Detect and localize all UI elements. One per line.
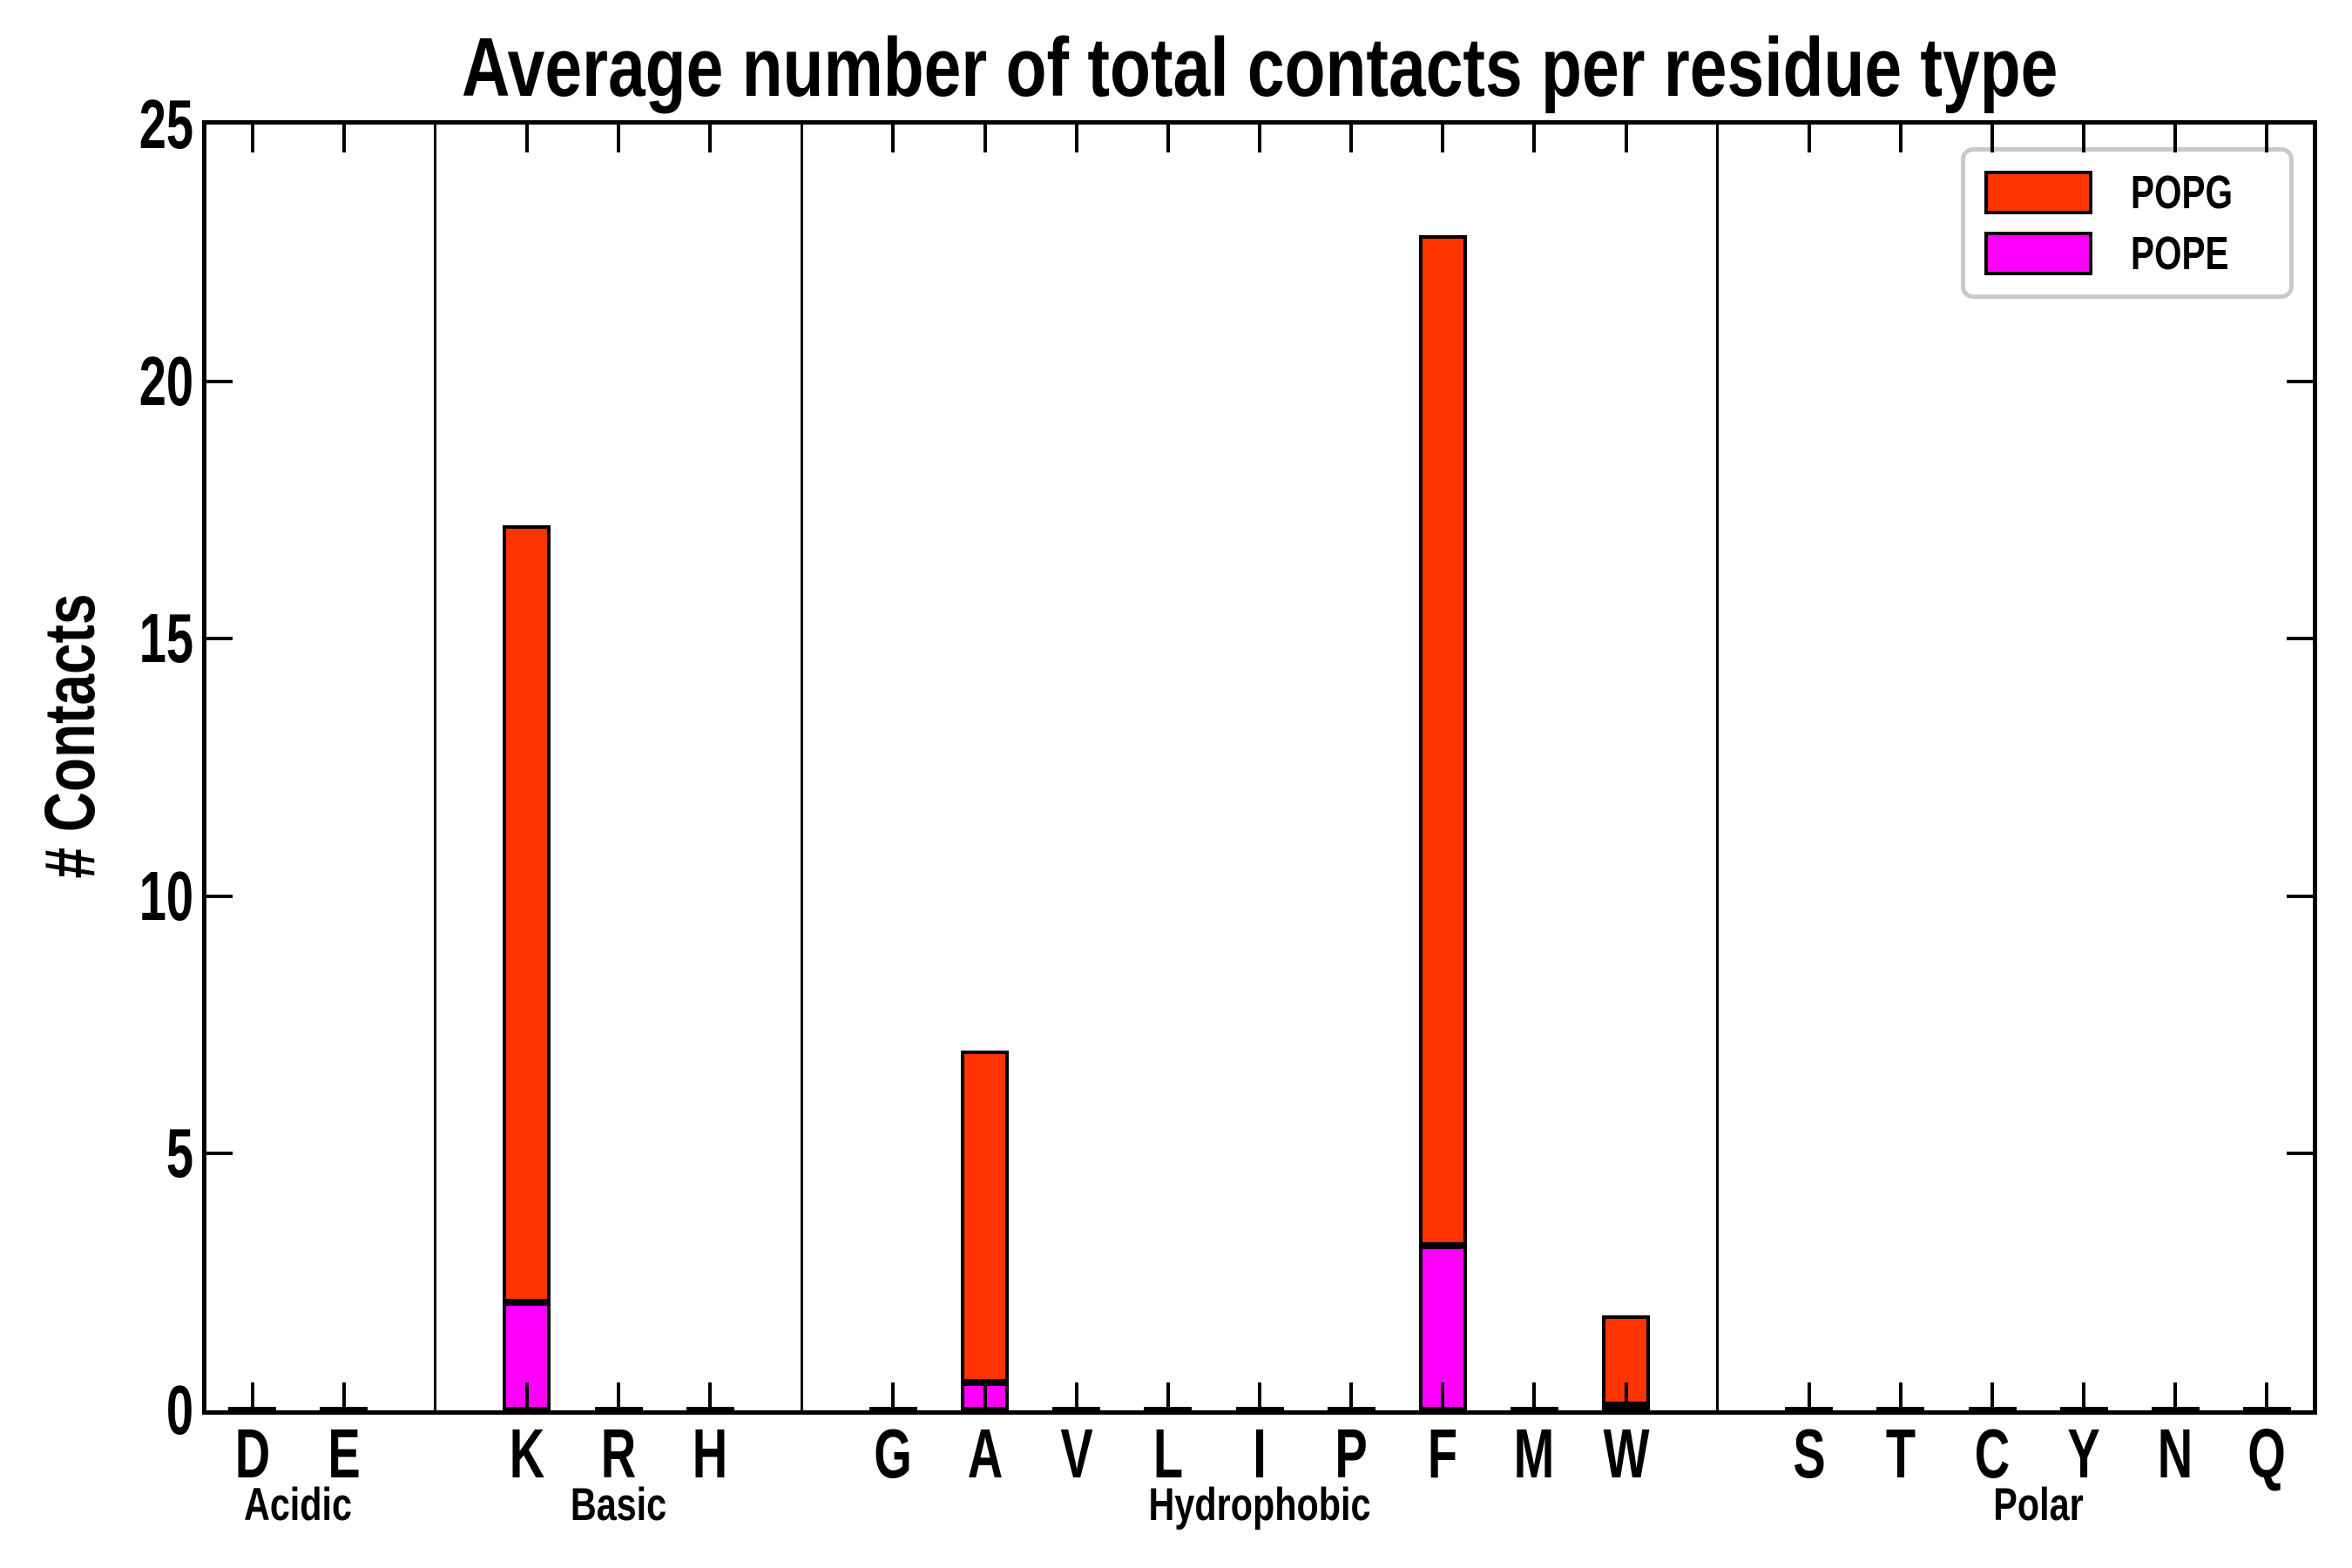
x-tick-bottom-S — [1807, 1382, 1811, 1410]
y-tick-left-10 — [206, 894, 233, 898]
y-tick-right-5 — [2287, 1151, 2313, 1155]
y-tick-right-20 — [2287, 380, 2313, 384]
legend-entry-popg: POPG — [1984, 169, 2267, 216]
x-category-label-C: C — [1974, 1415, 2011, 1492]
x-tick-bottom-E — [341, 1382, 346, 1410]
x-tick-bottom-L — [1166, 1382, 1170, 1410]
x-tick-top-Y — [2082, 125, 2086, 152]
x-tick-top-S — [1807, 125, 1811, 152]
bar-F-popg — [1418, 235, 1467, 1246]
x-tick-bottom-Q — [2265, 1382, 2269, 1410]
y-tick-label-0: 0 — [166, 1371, 193, 1449]
y-tick-label-20: 20 — [139, 342, 193, 421]
bar-K-popg — [503, 525, 551, 1302]
x-tick-top-W — [1624, 125, 1628, 152]
legend-swatch-pope — [1984, 232, 2092, 275]
x-tick-top-D — [250, 125, 254, 152]
group-label-basic: Basic — [570, 1479, 667, 1531]
chart-title: Average number of total contacts per res… — [206, 16, 2313, 120]
group-label-polar: Polar — [1992, 1479, 2084, 1531]
x-tick-bottom-I — [1258, 1382, 1261, 1410]
x-category-label-M: M — [1514, 1415, 1555, 1492]
group-divider — [1716, 125, 1720, 1410]
x-category-label-N: N — [2158, 1415, 2193, 1492]
x-category-label-W: W — [1603, 1415, 1649, 1492]
x-tick-top-A — [983, 125, 987, 152]
x-tick-top-C — [1990, 125, 1995, 152]
x-tick-bottom-W — [1624, 1382, 1628, 1410]
x-tick-bottom-K — [524, 1382, 529, 1410]
x-tick-top-P — [1349, 125, 1354, 152]
legend-label-pope: POPE — [2130, 227, 2229, 280]
x-tick-bottom-M — [1532, 1382, 1537, 1410]
group-divider — [434, 125, 437, 1410]
x-category-label-R: R — [600, 1415, 637, 1492]
y-tick-left-15 — [206, 637, 233, 641]
x-tick-top-I — [1258, 125, 1261, 152]
x-category-label-S: S — [1793, 1415, 1826, 1492]
x-tick-top-R — [617, 125, 621, 152]
y-tick-left-20 — [206, 380, 233, 384]
x-category-label-Y: Y — [2067, 1415, 2100, 1492]
plot-area: POPG POPE — [202, 120, 2317, 1415]
x-category-label-G: G — [874, 1415, 913, 1492]
y-tick-label-25: 25 — [139, 85, 193, 163]
x-tick-top-M — [1532, 125, 1537, 152]
x-tick-top-V — [1074, 125, 1078, 152]
x-tick-top-F — [1441, 125, 1445, 152]
x-tick-top-G — [891, 125, 896, 152]
x-tick-bottom-A — [983, 1382, 987, 1410]
y-tick-right-10 — [2287, 894, 2313, 898]
x-tick-top-E — [341, 125, 346, 152]
x-tick-bottom-D — [250, 1382, 254, 1410]
x-category-label-V: V — [1060, 1415, 1093, 1492]
x-tick-bottom-N — [2173, 1382, 2178, 1410]
group-label-acidic: Acidic — [244, 1479, 353, 1531]
x-tick-bottom-G — [891, 1382, 896, 1410]
y-tick-left-5 — [206, 1151, 233, 1155]
x-tick-top-H — [708, 125, 713, 152]
y-tick-label-5: 5 — [166, 1113, 193, 1192]
x-tick-top-Q — [2265, 125, 2269, 152]
x-category-label-L: L — [1152, 1415, 1183, 1492]
legend-label-popg: POPG — [2130, 166, 2233, 219]
y-tick-label-10: 10 — [139, 856, 193, 935]
x-category-label-T: T — [1885, 1415, 1916, 1492]
x-tick-bottom-T — [1898, 1382, 1903, 1410]
x-category-label-H: H — [692, 1415, 728, 1492]
x-tick-bottom-C — [1990, 1382, 1995, 1410]
x-category-label-Q: Q — [2247, 1415, 2287, 1492]
bar-A-popg — [961, 1051, 1010, 1382]
x-category-label-A: A — [967, 1415, 1003, 1492]
x-tick-top-L — [1166, 125, 1170, 152]
x-category-label-D: D — [234, 1415, 270, 1492]
y-tick-right-15 — [2287, 637, 2313, 641]
x-tick-bottom-H — [708, 1382, 713, 1410]
x-tick-bottom-V — [1074, 1382, 1078, 1410]
group-divider — [800, 125, 803, 1410]
legend: POPG POPE — [1960, 147, 2294, 299]
x-category-label-F: F — [1428, 1415, 1458, 1492]
group-label-hydrophobic: Hydrophobic — [1148, 1479, 1371, 1531]
x-tick-bottom-R — [617, 1382, 621, 1410]
x-tick-bottom-Y — [2082, 1382, 2086, 1410]
y-tick-label-15: 15 — [139, 599, 193, 678]
x-category-label-E: E — [328, 1415, 361, 1492]
x-category-label-K: K — [509, 1415, 545, 1492]
x-category-label-P: P — [1335, 1415, 1368, 1492]
legend-entry-pope: POPE — [1984, 230, 2267, 277]
x-tick-bottom-F — [1441, 1382, 1445, 1410]
legend-swatch-popg — [1984, 171, 2092, 214]
x-tick-top-N — [2173, 125, 2178, 152]
x-tick-top-K — [524, 125, 529, 152]
x-category-label-I: I — [1253, 1415, 1267, 1492]
x-tick-bottom-P — [1349, 1382, 1354, 1410]
chart-title-text: Average number of total contacts per res… — [461, 21, 2058, 114]
x-tick-top-T — [1898, 125, 1903, 152]
